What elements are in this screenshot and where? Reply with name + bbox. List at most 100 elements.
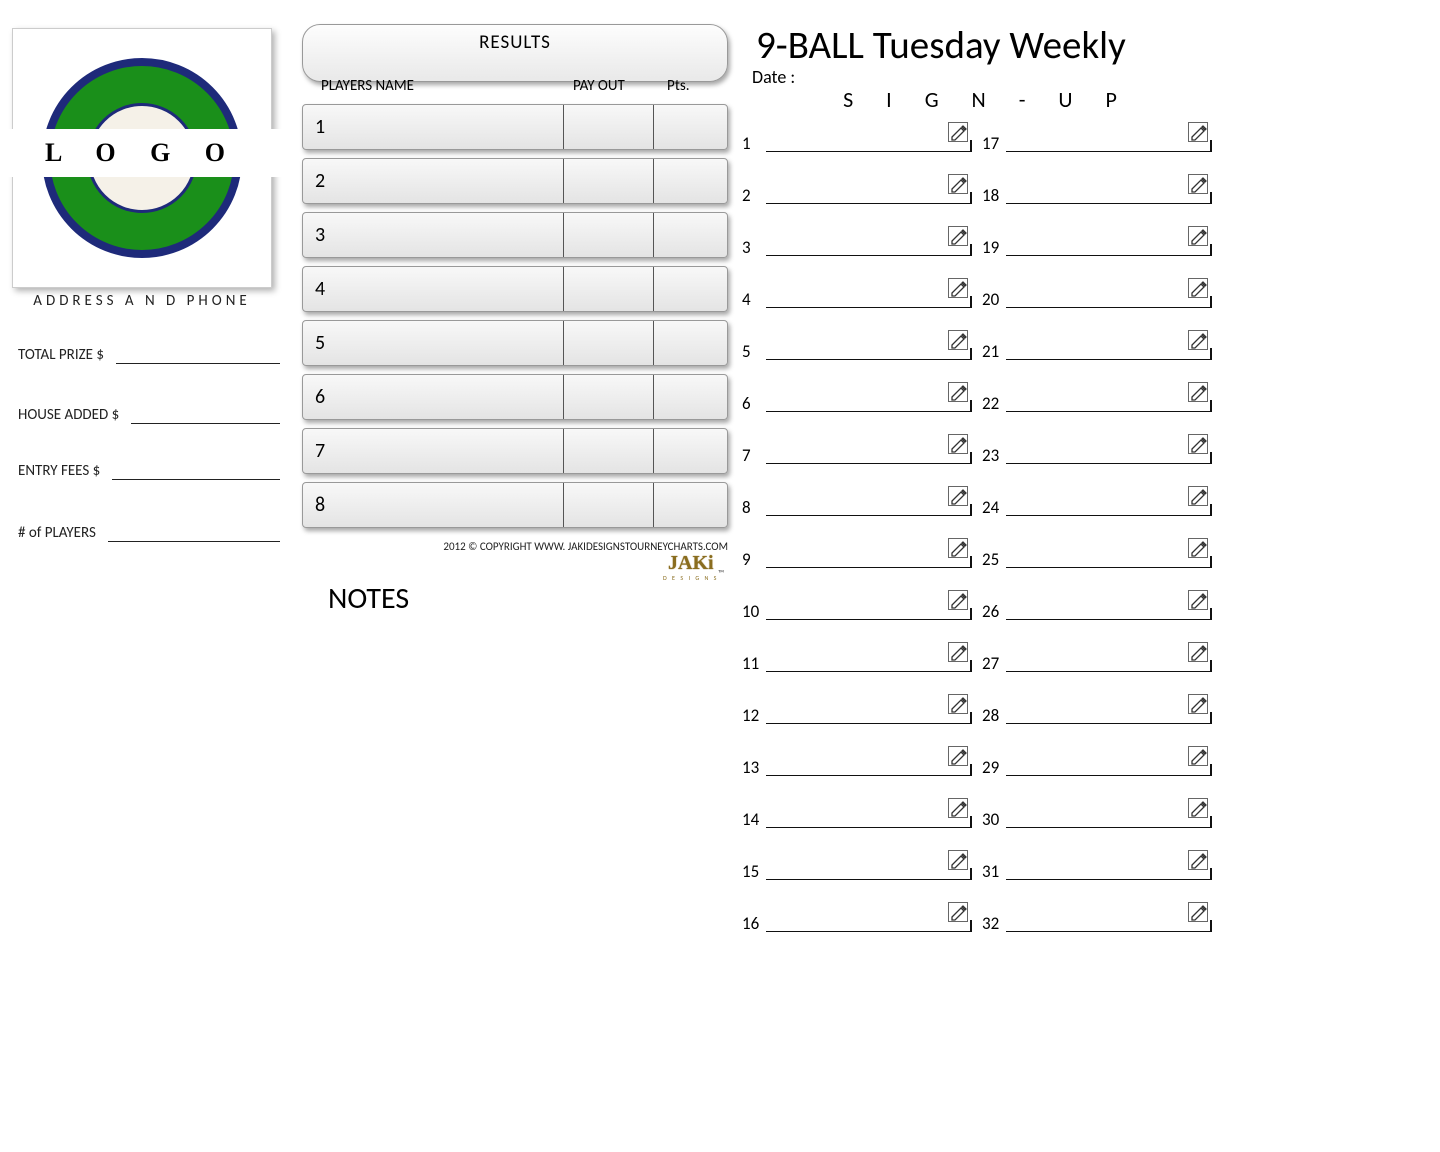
divider [653,105,654,149]
signup-line[interactable] [1006,307,1212,308]
signup-line[interactable] [766,203,972,204]
pencil-icon[interactable] [1188,122,1208,142]
pencil-icon[interactable] [1188,746,1208,766]
pencil-icon[interactable] [1188,798,1208,818]
signup-line[interactable] [766,463,972,464]
signup-number: 3 [742,237,764,258]
result-row-8[interactable]: 8 [302,482,728,528]
signup-number: 24 [982,497,1004,518]
pencil-icon[interactable] [948,226,968,246]
pencil-icon[interactable] [1188,486,1208,506]
pencil-icon[interactable] [948,278,968,298]
signup-line[interactable] [1006,775,1212,776]
divider [563,213,564,257]
signup-line[interactable] [766,931,972,932]
field-label: # of PLAYERS [18,524,96,542]
logo-band-text: L O G O [45,138,239,168]
divider [563,321,564,365]
pencil-icon[interactable] [1188,694,1208,714]
pencil-icon[interactable] [1188,174,1208,194]
pencil-icon[interactable] [1188,590,1208,610]
signup-line[interactable] [1006,671,1212,672]
signup-line[interactable] [1006,931,1212,932]
signup-line[interactable] [1006,723,1212,724]
pencil-icon[interactable] [948,122,968,142]
result-row-3[interactable]: 3 [302,212,728,258]
signup-line[interactable] [1006,879,1212,880]
signup-line[interactable] [1006,151,1212,152]
line-end-tick [1210,452,1212,464]
pencil-icon[interactable] [948,538,968,558]
signup-line[interactable] [766,879,972,880]
signup-line[interactable] [766,619,972,620]
pencil-icon[interactable] [948,590,968,610]
line-end-tick [1210,712,1212,724]
signup-line[interactable] [766,255,972,256]
pencil-icon[interactable] [948,486,968,506]
pencil-icon[interactable] [1188,642,1208,662]
pencil-icon[interactable] [948,694,968,714]
pencil-icon[interactable] [948,174,968,194]
result-row-7[interactable]: 7 [302,428,728,474]
signup-line[interactable] [766,411,972,412]
signup-line[interactable] [766,775,972,776]
logo-band: L O G O [0,129,291,177]
signup-line[interactable] [766,307,972,308]
pencil-icon[interactable] [1188,278,1208,298]
pencil-icon[interactable] [948,746,968,766]
signup-slot-31: 31 [982,848,1212,884]
pencil-icon[interactable] [1188,538,1208,558]
signup-line[interactable] [766,359,972,360]
pencil-icon[interactable] [1188,434,1208,454]
pencil-icon[interactable] [1188,382,1208,402]
signup-line[interactable] [766,151,972,152]
result-row-1[interactable]: 1 [302,104,728,150]
pencil-icon[interactable] [948,902,968,922]
result-row-5[interactable]: 5 [302,320,728,366]
signup-number: 2 [742,185,764,206]
signup-slot-4: 4 [742,276,972,312]
pencil-icon[interactable] [948,382,968,402]
pencil-icon[interactable] [948,330,968,350]
pencil-icon[interactable] [948,850,968,870]
pencil-icon[interactable] [948,798,968,818]
field-total-prize: TOTAL PRIZE $ [18,346,280,364]
signup-line[interactable] [766,671,972,672]
signup-slot-14: 14 [742,796,972,832]
pencil-icon[interactable] [948,434,968,454]
signup-label: S I G N - U P [752,86,1222,113]
field-line[interactable] [131,410,280,424]
jaki-logo-sub: D E S I G N S [663,574,718,582]
pencil-icon[interactable] [1188,902,1208,922]
logo-box: L O G O [12,28,272,288]
signup-line[interactable] [1006,411,1212,412]
field-line[interactable] [108,528,280,542]
result-row-6[interactable]: 6 [302,374,728,420]
signup-line[interactable] [766,723,972,724]
line-end-tick [1210,816,1212,828]
signup-number: 27 [982,653,1004,674]
signup-line[interactable] [1006,255,1212,256]
result-row-2[interactable]: 2 [302,158,728,204]
signup-line[interactable] [1006,567,1212,568]
pencil-icon[interactable] [1188,330,1208,350]
signup-line[interactable] [1006,515,1212,516]
field-line[interactable] [112,466,280,480]
line-end-tick [970,140,972,152]
signup-line[interactable] [766,515,972,516]
result-row-number: 2 [315,169,325,193]
pencil-icon[interactable] [1188,226,1208,246]
signup-line[interactable] [766,567,972,568]
result-row-4[interactable]: 4 [302,266,728,312]
pencil-icon[interactable] [1188,850,1208,870]
signup-line[interactable] [1006,463,1212,464]
pencil-icon[interactable] [948,642,968,662]
signup-line[interactable] [1006,359,1212,360]
event-title: 9-BALL Tuesday Weekly [756,22,1226,69]
line-end-tick [970,348,972,360]
field-line[interactable] [116,350,280,364]
signup-line[interactable] [766,827,972,828]
signup-line[interactable] [1006,827,1212,828]
signup-line[interactable] [1006,203,1212,204]
signup-line[interactable] [1006,619,1212,620]
